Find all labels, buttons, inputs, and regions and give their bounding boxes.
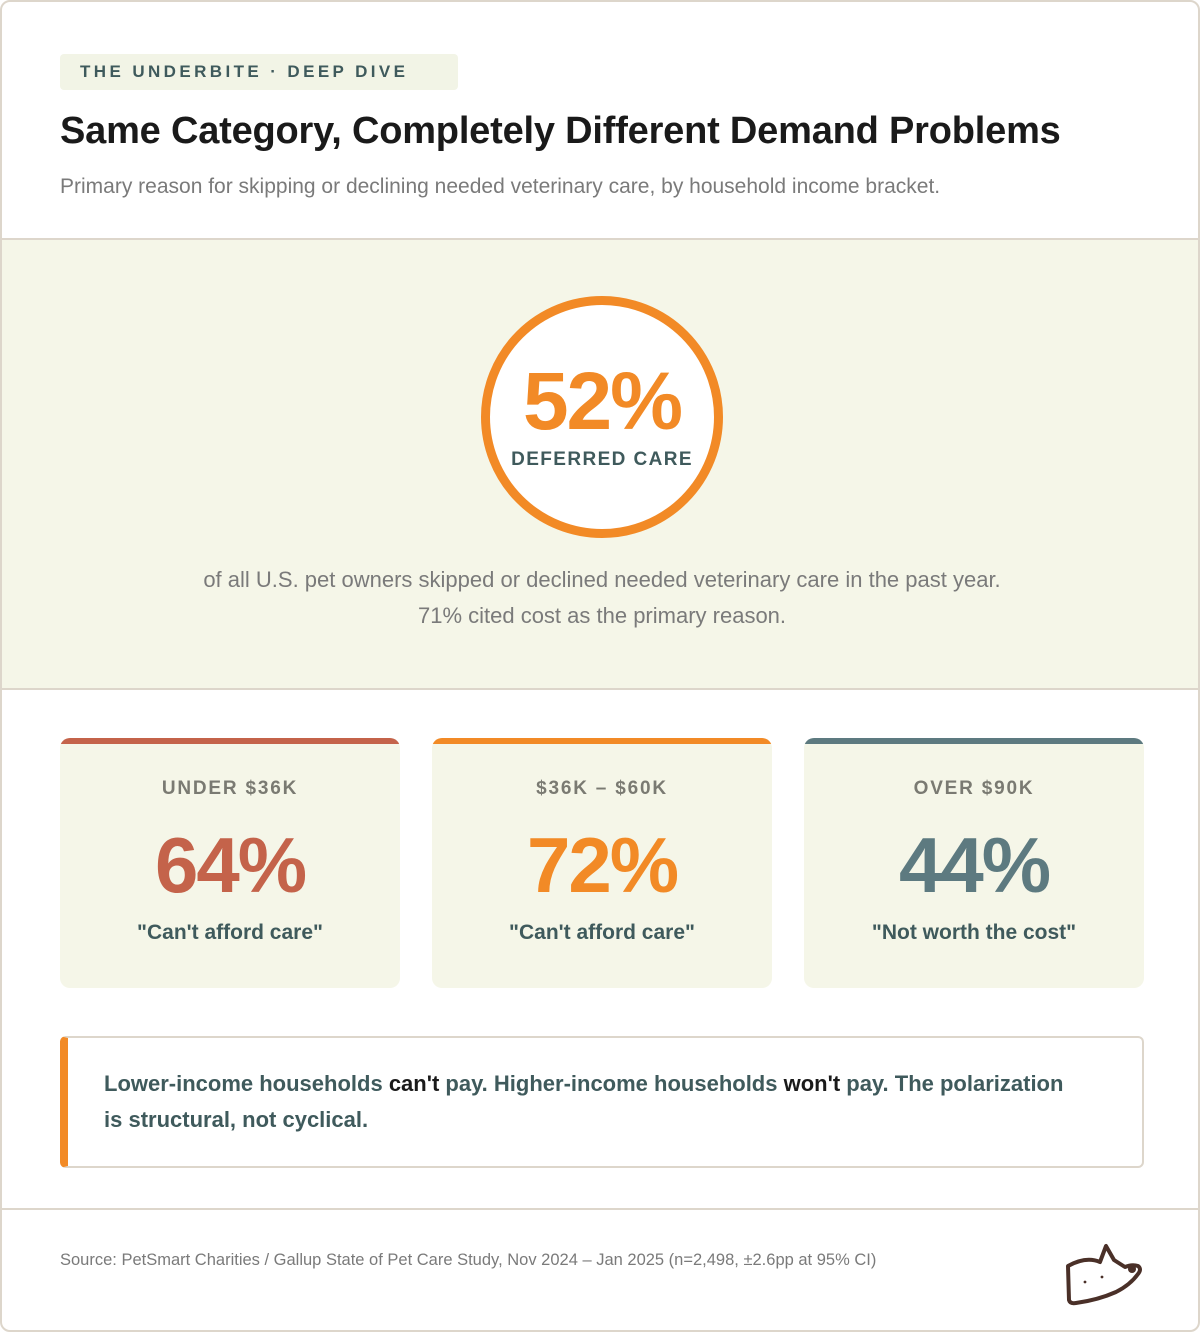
footer: Source: PetSmart Charities / Gallup Stat… bbox=[2, 1208, 1198, 1330]
bracket-reason: "Can't afford care" bbox=[137, 921, 323, 944]
page-title: Same Category, Completely Different Dema… bbox=[60, 110, 1061, 152]
hero-band: 52% DEFERRED CARE of all U.S. pet owners… bbox=[2, 238, 1198, 690]
hero-stat-label: DEFERRED CARE bbox=[511, 449, 693, 470]
bracket-label: $36K – $60K bbox=[536, 778, 668, 799]
header: THE UNDERBITE · DEEP DIVE Same Category,… bbox=[2, 2, 1198, 239]
insight-callout: Lower-income households can't pay. Highe… bbox=[60, 1036, 1144, 1168]
bracket-percent: 72% bbox=[526, 821, 679, 909]
callout-part: pay. The polarization is structural, not… bbox=[104, 1071, 1064, 1132]
bracket-reason: "Not worth the cost" bbox=[871, 921, 1077, 944]
hero-stat-value: 52% bbox=[522, 356, 683, 447]
bracket-card-under-36k: UNDER $36K 64% "Can't afford care" bbox=[60, 738, 400, 988]
card-accent-bar bbox=[60, 738, 400, 744]
callout-emphasis: can't bbox=[388, 1071, 440, 1096]
card-accent-bar bbox=[432, 738, 772, 744]
bracket-percent: 64% bbox=[154, 821, 307, 909]
income-bracket-cards: UNDER $36K 64% "Can't afford care" $36K … bbox=[60, 738, 1144, 988]
page-subtitle: Primary reason for skipping or declining… bbox=[60, 175, 941, 198]
card-accent-bar bbox=[804, 738, 1144, 744]
bracket-percent: 44% bbox=[898, 821, 1051, 909]
hero-description: of all U.S. pet owners skipped or declin… bbox=[203, 567, 1001, 628]
callout-part: Lower-income households bbox=[104, 1071, 389, 1096]
cat-logo-icon bbox=[1066, 1244, 1142, 1306]
kicker-tag: THE UNDERBITE · DEEP DIVE bbox=[60, 54, 458, 90]
callout-part: pay. Higher-income households bbox=[439, 1071, 784, 1096]
bracket-reason: "Can't afford care" bbox=[509, 921, 695, 944]
bracket-card-36k-60k: $36K – $60K 72% "Can't afford care" bbox=[432, 738, 772, 988]
source-citation: Source: PetSmart Charities / Gallup Stat… bbox=[60, 1251, 877, 1269]
hero-stat-ring: 52% DEFERRED CARE bbox=[481, 296, 723, 538]
bracket-card-over-90k: OVER $90K 44% "Not worth the cost" bbox=[804, 738, 1144, 988]
bracket-label: UNDER $36K bbox=[161, 778, 299, 799]
callout-text: Lower-income households can't pay. Highe… bbox=[104, 1066, 1084, 1138]
bracket-label: OVER $90K bbox=[913, 778, 1035, 799]
callout-emphasis: won't bbox=[783, 1071, 841, 1096]
